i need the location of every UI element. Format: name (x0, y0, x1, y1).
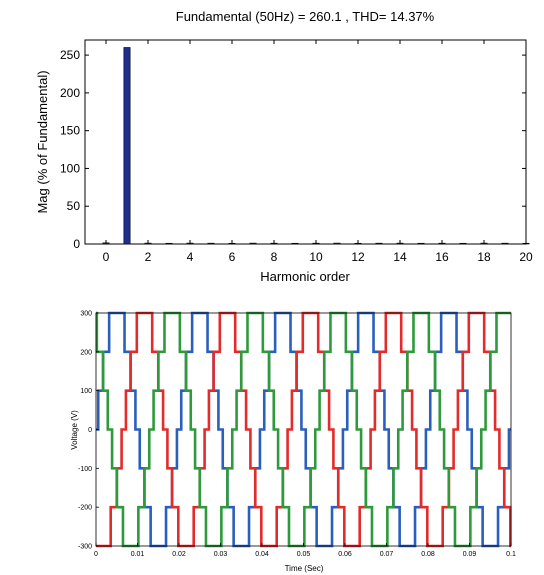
chart2-y-tick-label: 100 (80, 388, 92, 395)
chart1-x-tick-label: 4 (187, 250, 194, 264)
chart2-x-tick-label: 0.07 (380, 551, 394, 558)
chart2-x-tick-label: 0.01 (131, 551, 145, 558)
chart1-x-tick-label: 18 (477, 250, 491, 264)
chart2-y-ticks: 300 200 100 0 -100 -200 -300 (78, 311, 99, 551)
chart1-x-tick-label: 2 (145, 250, 152, 264)
chart2-x-tick-label: 0.1 (506, 551, 516, 558)
chart1-y-axis-label: Mag (% of Fundamental) (35, 70, 50, 213)
chart2-x-tick-label: 0.05 (297, 551, 311, 558)
chart2-y-tick-label: 200 (80, 349, 92, 356)
chart2-y-tick-label: 300 (80, 311, 92, 318)
chart2-y-tick-label: -300 (78, 544, 92, 551)
chart2-y-tick-label: 0 (88, 427, 92, 434)
chart2-y-tick-label: -100 (78, 466, 92, 473)
chart1-x-tick-label: 14 (393, 250, 407, 264)
chart1-plot-area (84, 39, 527, 245)
chart1-y-tick-label: 150 (60, 124, 80, 138)
chart1-y-ticks: 0 50 100 150 200 250 (60, 48, 526, 251)
chart2-x-tick-label: 0.03 (214, 551, 228, 558)
voltage-waveform-chart: 0 0.01 0.02 0.03 0.04 0.05 0.06 0.07 0.08 0.09 0.1… (70, 311, 516, 574)
chart1-x-tick-label: 16 (435, 250, 449, 264)
chart1-x-tick-label: 8 (271, 250, 278, 264)
chart1-bar-harmonic-5 (207, 242, 215, 245)
chart1-bar-harmonic-13 (375, 242, 383, 245)
chart1-x-tick-label: 6 (229, 250, 236, 264)
chart2-y-tick-label: -200 (78, 505, 92, 512)
chart1-x-ticks: 0 2 4 6 8 10 12 14 16 18 20 (103, 40, 533, 264)
chart1-x-tick-label: 0 (103, 250, 110, 264)
chart1-bar-harmonic-17 (459, 242, 467, 245)
chart2-y-axis-label: Voltage (V) (70, 410, 79, 450)
chart1-title: Fundamental (50Hz) = 260.1 , THD= 14.37% (176, 9, 435, 24)
chart1-x-tick-label: 20 (519, 250, 533, 264)
chart1-x-tick-label: 12 (351, 250, 365, 264)
chart1-y-tick-label: 250 (60, 48, 80, 62)
chart1-y-tick-label: 100 (60, 161, 80, 175)
chart1-y-tick-label: 200 (60, 86, 80, 100)
chart1-x-axis-label: Harmonic order (260, 269, 350, 284)
chart1-bar-harmonic-1 (123, 47, 131, 245)
chart1-bar-harmonic-3 (165, 242, 173, 245)
chart2-x-ticks: 0 0.01 0.02 0.03 0.04 0.05 0.06 0.07 0.08 0.09 0.1 (94, 543, 516, 558)
chart2-x-tick-label: 0.06 (338, 551, 352, 558)
chart1-bar-harmonic-9 (291, 242, 299, 245)
chart2-x-tick-label: 0.09 (463, 551, 477, 558)
chart1-bar-harmonic-15 (417, 242, 425, 245)
chart2-x-tick-label: 0.04 (255, 551, 269, 558)
chart1-y-tick-label: 50 (67, 199, 81, 213)
chart1-bar-harmonic-7 (249, 242, 257, 245)
chart1-y-tick-label: 0 (73, 237, 80, 251)
chart1-bar-harmonic-19 (501, 242, 509, 245)
chart1-x-tick-label: 10 (309, 250, 323, 264)
chart2-x-tick-label: 0 (94, 551, 98, 558)
chart2-x-tick-label: 0.08 (421, 551, 435, 558)
chart2-x-tick-label: 0.02 (172, 551, 186, 558)
chart2-x-axis-label: Time (Sec) (285, 564, 324, 573)
chart2-phase-series-1 (96, 311, 511, 548)
chart1-bar-harmonic-11 (333, 242, 341, 245)
harmonic-spectrum-chart: Fundamental (50Hz) = 260.1 , THD= 14.37%… (35, 9, 533, 284)
